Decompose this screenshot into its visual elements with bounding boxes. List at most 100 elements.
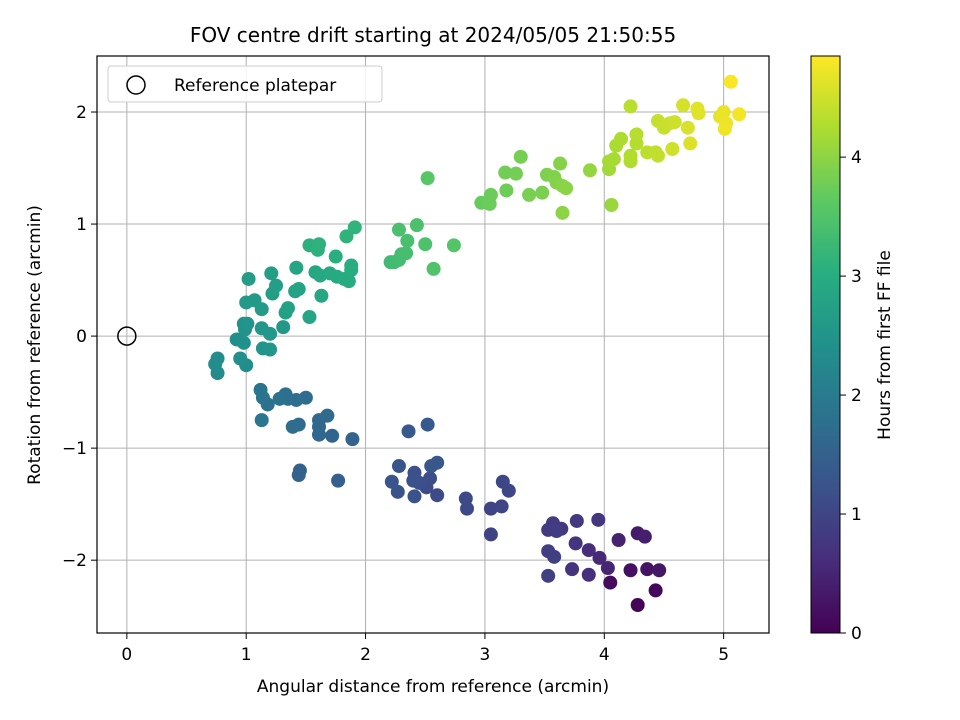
data-point	[732, 107, 747, 122]
data-point	[565, 562, 580, 577]
data-point	[407, 489, 422, 504]
data-point	[384, 474, 399, 489]
grid	[97, 56, 769, 633]
data-point	[426, 261, 441, 276]
data-points	[208, 74, 747, 612]
data-point	[430, 488, 445, 503]
x-tick-label: 5	[718, 645, 729, 665]
y-tick-label: −2	[62, 551, 87, 571]
data-point	[314, 288, 329, 303]
data-point	[254, 302, 269, 317]
data-point	[535, 185, 550, 200]
data-point	[581, 543, 596, 558]
data-point	[581, 567, 596, 582]
colorbar-tick-label: 3	[851, 267, 862, 287]
data-point	[513, 149, 528, 164]
colorbar-label: Hours from first FF file	[875, 250, 895, 440]
data-point	[592, 550, 607, 565]
x-tick-label: 2	[360, 645, 371, 665]
data-point	[629, 127, 644, 142]
data-point	[312, 237, 327, 252]
colorbar-tick-label: 4	[851, 148, 862, 168]
data-point	[499, 183, 514, 198]
data-point	[406, 473, 421, 488]
data-point	[591, 512, 606, 527]
data-point	[344, 258, 359, 273]
data-point	[345, 432, 360, 447]
data-point	[420, 417, 435, 432]
data-point	[269, 278, 284, 293]
data-point	[665, 141, 680, 156]
data-point	[716, 105, 731, 120]
data-point	[263, 326, 278, 341]
data-point	[328, 249, 343, 264]
data-point	[331, 473, 346, 488]
colorbar: 0 1 2 3 4 Hours from first FF file	[810, 55, 895, 644]
y-tick-label: 0	[76, 327, 87, 347]
data-point	[547, 549, 562, 564]
data-point	[600, 561, 615, 576]
data-point	[446, 238, 461, 253]
data-point	[233, 351, 248, 366]
data-point	[291, 282, 306, 297]
data-point	[285, 419, 300, 434]
data-point	[604, 198, 619, 213]
data-point	[420, 171, 435, 186]
colorbar-tick-label: 2	[851, 386, 862, 406]
data-point	[630, 597, 645, 612]
data-point	[611, 533, 626, 548]
data-point	[683, 136, 698, 151]
data-point	[320, 408, 335, 423]
data-point	[555, 205, 570, 220]
data-point	[623, 99, 638, 114]
data-point	[667, 115, 682, 130]
colorbar-tick-label: 1	[851, 505, 862, 525]
data-point	[648, 583, 663, 598]
y-tick-label: 1	[76, 215, 87, 235]
data-point	[717, 121, 732, 136]
y-axis-ticks: −2 −1 0 1 2	[62, 103, 97, 571]
data-point	[341, 274, 356, 289]
data-point	[723, 74, 738, 89]
data-point	[495, 474, 510, 489]
data-point	[483, 187, 498, 202]
data-point	[289, 260, 304, 275]
legend-marker-icon	[126, 75, 146, 95]
data-point	[325, 428, 340, 443]
x-tick-label: 3	[480, 645, 491, 665]
data-point	[676, 98, 691, 113]
data-point	[569, 513, 584, 528]
data-point	[409, 218, 424, 233]
data-point	[263, 342, 278, 357]
data-point	[430, 455, 445, 470]
data-point	[522, 187, 537, 202]
legend-box	[107, 65, 383, 103]
data-point	[582, 163, 597, 178]
plot-frame	[96, 55, 770, 634]
data-point	[418, 237, 433, 252]
data-point	[423, 471, 438, 486]
data-point	[280, 301, 295, 316]
data-point	[549, 524, 564, 539]
data-point	[652, 563, 667, 578]
data-point	[483, 527, 498, 542]
data-point	[254, 413, 269, 428]
data-point	[508, 166, 523, 181]
chart-title: FOV centre drift starting at 2024/05/05 …	[190, 23, 676, 47]
data-point	[603, 575, 618, 590]
data-point	[559, 181, 574, 196]
data-point	[553, 156, 568, 171]
data-point	[458, 491, 473, 506]
data-point	[272, 391, 287, 406]
x-tick-label: 0	[121, 645, 132, 665]
data-point	[400, 233, 415, 248]
data-point	[623, 148, 638, 163]
data-point	[401, 424, 416, 439]
data-point	[390, 484, 405, 499]
data-point	[253, 382, 268, 397]
data-point	[483, 501, 498, 516]
data-point	[494, 499, 509, 514]
data-point	[240, 316, 255, 331]
data-point	[210, 351, 225, 366]
